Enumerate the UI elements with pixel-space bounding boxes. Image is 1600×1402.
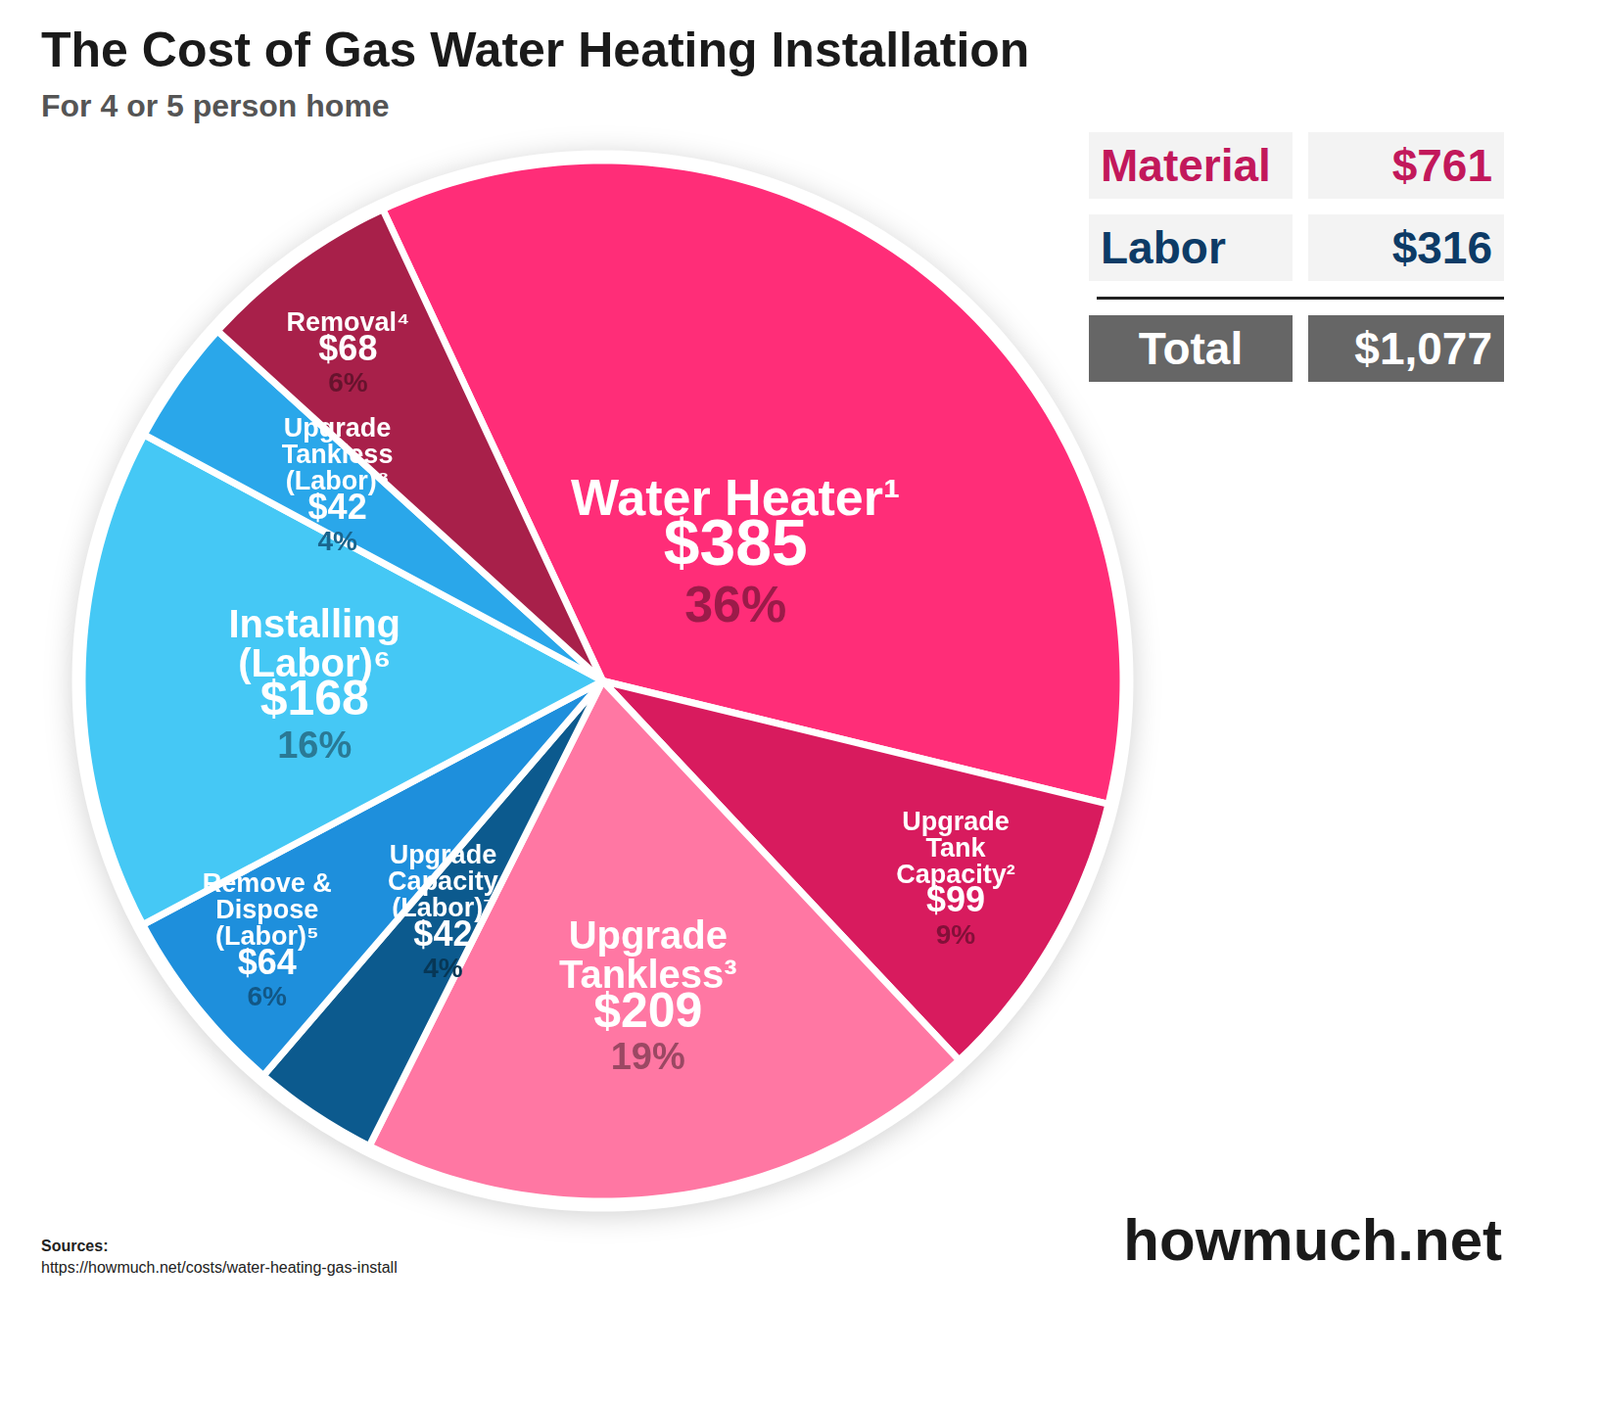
svg-text:$42: $42 (308, 486, 368, 527)
svg-text:Remove &Dispose(Labor)⁵: Remove &Dispose(Labor)⁵ (202, 868, 332, 951)
html-text:howmuch.net: howmuch.net (1123, 1207, 1503, 1273)
svg-text:$99: $99 (926, 879, 986, 920)
svg-text:$385: $385 (663, 506, 808, 579)
svg-text:UpgradeTankless(Labor)⁸: UpgradeTankless(Labor)⁸ (282, 413, 394, 496)
svg-text:$209: $209 (593, 983, 703, 1038)
html-text:Installing: Installing (228, 601, 401, 645)
html-text:Labor: Labor (1100, 222, 1226, 274)
html-text:The Cost of Gas Water Heating: The Cost of Gas Water Heating Installati… (41, 22, 1030, 78)
svg-text:6%: 6% (328, 367, 369, 398)
svg-text:19%: 19% (611, 1035, 686, 1078)
html-text:Tankless³: Tankless³ (559, 952, 737, 996)
svg-text:Removal⁴: Removal⁴ (286, 307, 410, 338)
html-text:Sources:: Sources: (41, 1237, 109, 1255)
svg-text:$42: $42 (413, 913, 472, 954)
html-text:Total: Total (1138, 323, 1243, 375)
svg-text:36%: 36% (684, 575, 787, 633)
html-text:(Labor)⁶: (Labor)⁶ (238, 641, 391, 685)
svg-text:UpgradeTankCapacity²: UpgradeTankCapacity² (895, 806, 1016, 890)
html-text:$761: $761 (1392, 140, 1493, 191)
svg-text:9%: 9% (936, 919, 977, 950)
svg-text:4%: 4% (317, 525, 358, 557)
html-text:Material: Material (1100, 140, 1271, 191)
svg-text:4%: 4% (423, 952, 464, 984)
svg-text:6%: 6% (247, 981, 288, 1012)
svg-text:UpgradeCapacity(Labor)⁷: UpgradeCapacity(Labor)⁷ (387, 840, 499, 923)
svg-text:$168: $168 (260, 670, 370, 726)
svg-text:$64: $64 (237, 941, 297, 983)
html-text:$1,077: $1,077 (1354, 323, 1493, 375)
html-text:$316: $316 (1392, 222, 1493, 274)
html-text:https://howmuch.net/costs/wate: https://howmuch.net/costs/water-heating-… (41, 1259, 398, 1276)
html-text:For 4 or 5 person home: For 4 or 5 person home (41, 88, 390, 124)
html-text:Upgrade: Upgrade (568, 913, 728, 957)
svg-text:16%: 16% (277, 724, 352, 766)
svg-text:$68: $68 (318, 328, 377, 369)
svg-text:Water Heater¹: Water Heater¹ (570, 469, 901, 526)
